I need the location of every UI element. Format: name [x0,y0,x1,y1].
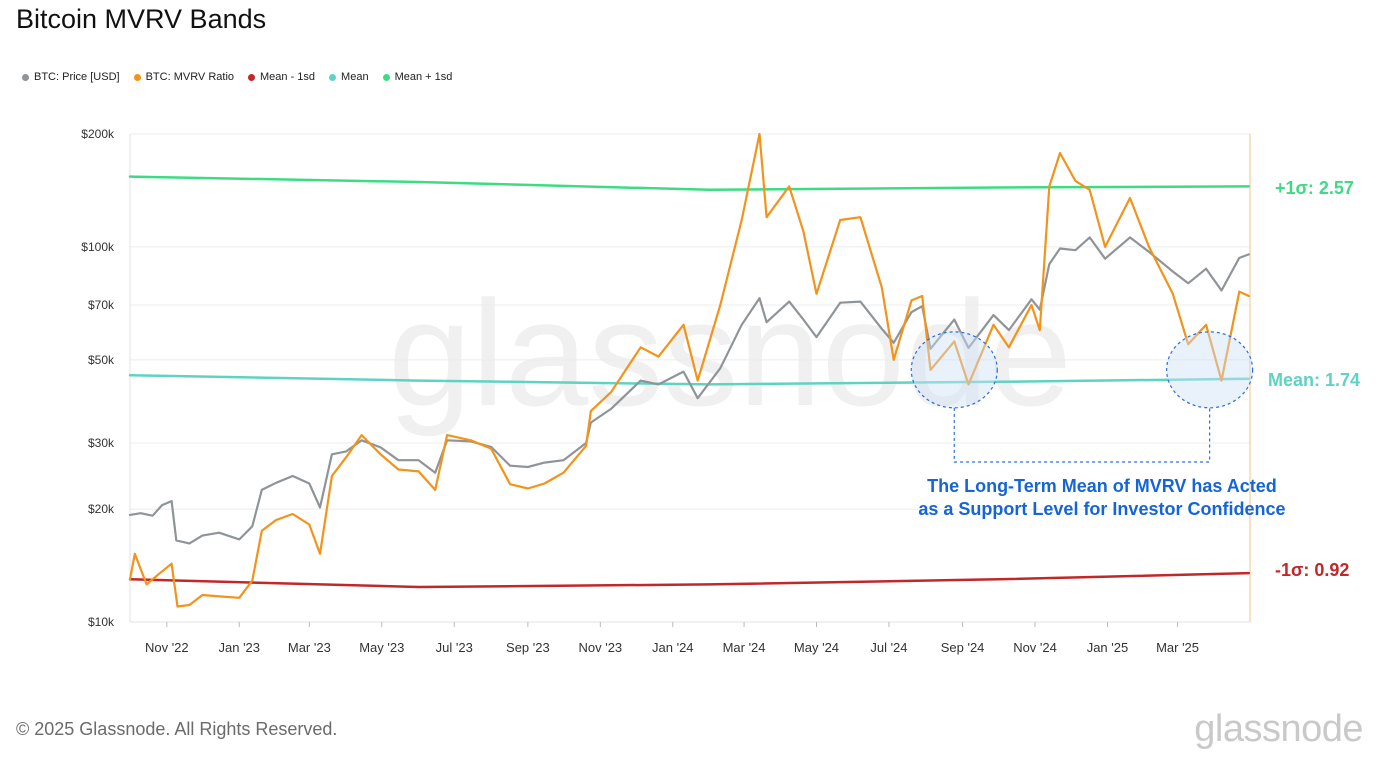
support-highlight-ellipse [910,331,998,409]
chart-title: Bitcoin MVRV Bands [16,4,267,34]
legend-dot-mean [329,73,337,81]
glassnode-logo: glassnode [1194,708,1363,750]
y-tick-label: $20k [88,502,115,516]
x-tick-label: Jan '23 [219,640,261,655]
support-highlight-ellipse [1166,331,1254,409]
x-tick-label: May '23 [359,640,404,655]
chart-legend: BTC: Price [USD] BTC: MVRV Ratio Mean - … [22,71,452,83]
y-tick-label: $50k [88,353,115,367]
legend-label-mvrv: BTC: MVRV Ratio [145,71,235,83]
x-tick-label: Jul '23 [436,640,473,655]
mean-minus-1sd-line [128,571,1251,589]
legend-label-mean-minus-1sd: Mean - 1sd [260,71,316,83]
mvrv-chart[interactable]: glassnode$200k$100k$70k$50k$30k$20k$10kN… [0,0,1385,700]
legend-label-price: BTC: Price [USD] [34,71,120,83]
x-tick-label: Mar '23 [288,640,331,655]
price-line [128,236,1250,545]
y-tick-label: $70k [88,298,115,312]
legend-item-mean-minus-1sd[interactable]: Mean - 1sd [248,71,315,83]
x-tick-label: Mar '25 [1156,640,1199,655]
callout-connector [953,407,1211,463]
legend-label-mean: Mean [341,71,369,83]
x-tick-label: Nov '22 [145,640,189,655]
x-tick-label: Sep '24 [941,640,985,655]
callout-text: The Long-Term Mean of MVRV has Acted [927,476,1277,496]
y-tick-label: $10k [88,615,115,629]
legend-dot-mean-plus-1sd [382,73,390,81]
x-tick-label: Nov '24 [1013,640,1057,655]
y-tick-label: $30k [88,436,115,450]
legend-item-mvrv[interactable]: BTC: MVRV Ratio [133,71,235,83]
x-tick-label: Jul '24 [870,640,907,655]
x-tick-label: Jan '24 [652,640,694,655]
legend-dot-mvrv [133,73,141,81]
x-tick-label: Sep '23 [506,640,550,655]
legend-item-mean[interactable]: Mean [329,71,369,83]
mean-plus-1sd-line [128,175,1251,192]
x-tick-label: Mar '24 [723,640,766,655]
legend-dot-price [22,73,29,81]
mean-line [128,373,1251,386]
legend-item-mean-plus-1sd[interactable]: Mean + 1sd [382,71,453,83]
minus-1sd-label: -1σ: 0.92 [1275,560,1349,580]
copyright-text: © 2025 Glassnode. All Rights Reserved. [16,719,338,739]
x-tick-label: May '24 [794,640,839,655]
callout-text: as a Support Level for Investor Confiden… [918,499,1285,519]
y-tick-label: $200k [81,127,115,141]
legend-item-price[interactable]: BTC: Price [USD] [22,71,120,83]
plus-1sd-label: +1σ: 2.57 [1275,178,1354,198]
x-tick-label: Nov '23 [578,640,622,655]
legend-label-mean-plus-1sd: Mean + 1sd [394,71,453,83]
legend-dot-mean-minus-1sd [248,73,256,81]
y-tick-label: $100k [81,240,115,254]
mvrv-line [128,132,1250,608]
x-tick-label: Jan '25 [1087,640,1129,655]
mean-label: Mean: 1.74 [1268,370,1360,390]
